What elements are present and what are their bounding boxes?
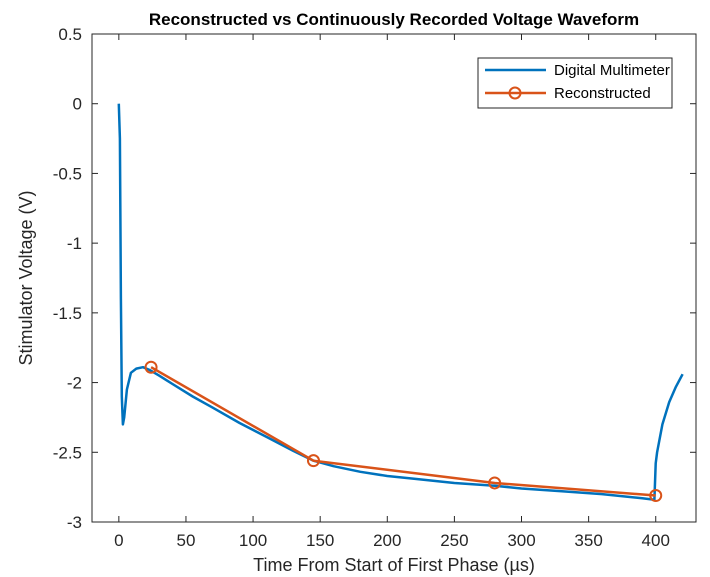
data-point-reconstructed xyxy=(488,476,502,490)
plot-area xyxy=(91,33,697,523)
legend-label-reconstructed: Reconstructed xyxy=(554,85,651,102)
x-tick-label: 150 xyxy=(306,531,334,550)
legend-marker-reconstructed xyxy=(508,86,522,100)
y-tick-label: 0.5 xyxy=(58,25,82,44)
axis-ticks: 0 50 100 150 200 250 300 350 400 0.5 0 -0.5 -1 -1.5 -2… xyxy=(53,25,696,550)
data-point-reconstructed xyxy=(144,360,158,374)
y-tick-label: -2.5 xyxy=(53,443,82,462)
data-point-reconstructed xyxy=(649,489,663,503)
series-line-reconstructed xyxy=(150,366,656,497)
legend-box xyxy=(477,57,673,109)
y-tick-label: -0.5 xyxy=(53,164,82,183)
x-tick-label: 50 xyxy=(176,531,195,550)
legend: Digital Multimeter Reconstructed xyxy=(477,57,673,109)
x-axis-label: Time From Start of First Phase (µs) xyxy=(253,555,535,575)
chart-title: Reconstructed vs Continuously Recorded V… xyxy=(149,10,639,29)
y-tick-label: -2 xyxy=(67,374,82,393)
x-tick-label: 250 xyxy=(440,531,468,550)
x-tick-label: 0 xyxy=(114,531,123,550)
data-point-reconstructed xyxy=(306,454,320,468)
y-tick-label: -3 xyxy=(67,513,82,532)
y-axis-label: Stimulator Voltage (V) xyxy=(16,190,36,365)
legend-label-digital-multimeter: Digital Multimeter xyxy=(554,62,670,79)
x-tick-label: 100 xyxy=(239,531,267,550)
x-tick-label: 200 xyxy=(373,531,401,550)
x-tick-label: 300 xyxy=(507,531,535,550)
y-tick-label: 0 xyxy=(73,95,82,114)
x-tick-label: 350 xyxy=(574,531,602,550)
series-group xyxy=(117,103,684,503)
y-tick-label: -1.5 xyxy=(53,304,82,323)
x-tick-label: 400 xyxy=(642,531,670,550)
y-tick-label: -1 xyxy=(67,234,82,253)
